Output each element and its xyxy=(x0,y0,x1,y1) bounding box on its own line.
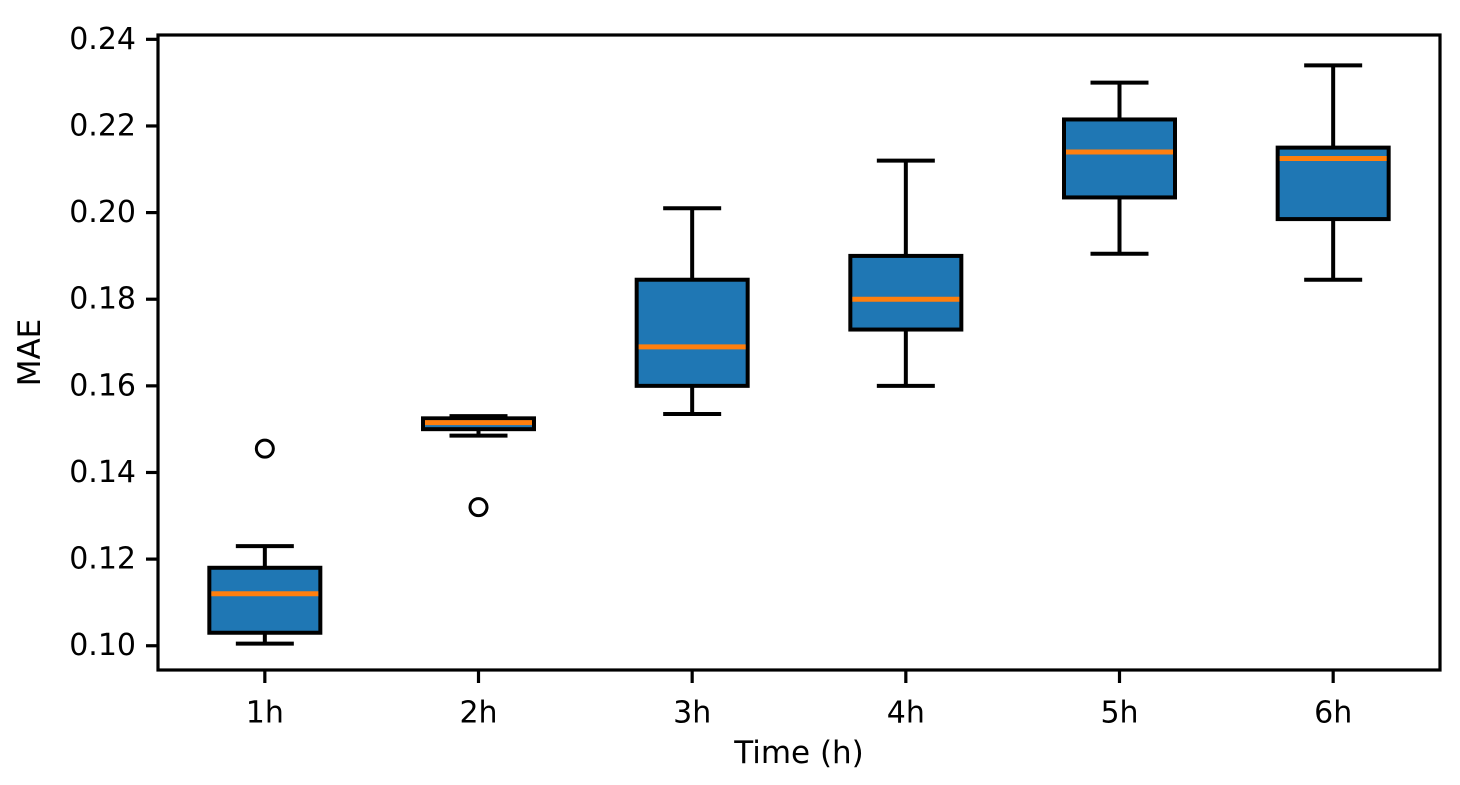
y-tick-label: 0.22 xyxy=(69,108,136,143)
iqr-box xyxy=(207,565,323,635)
y-tick-label: 0.20 xyxy=(69,195,136,230)
x-tick-label-1h: 1h xyxy=(246,696,284,731)
box-1h xyxy=(207,438,323,646)
box-2h xyxy=(421,414,536,518)
y-tick-label: 0.16 xyxy=(69,368,136,403)
y-tick-label: 0.24 xyxy=(69,22,136,57)
iqr-box xyxy=(848,253,964,332)
x-axis-title: Time (h) xyxy=(733,735,864,771)
axes-spines xyxy=(156,33,1442,672)
x-tick-label-6h: 6h xyxy=(1314,696,1352,731)
box-5h xyxy=(1062,80,1177,256)
y-tick-label: 0.10 xyxy=(69,628,136,663)
box-3h xyxy=(634,206,750,417)
x-tick-label-4h: 4h xyxy=(887,696,925,731)
x-tick-label-5h: 5h xyxy=(1100,696,1138,731)
box-4h xyxy=(848,158,964,388)
outlier-marker xyxy=(468,497,489,518)
y-tick-label: 0.18 xyxy=(69,282,136,317)
x-tick-label-3h: 3h xyxy=(673,696,711,731)
iqr-box xyxy=(1062,117,1177,200)
x-tick-label-2h: 2h xyxy=(459,696,497,731)
box-6h xyxy=(1275,63,1391,282)
outlier-marker xyxy=(254,438,275,459)
y-axis-title: MAE xyxy=(12,319,48,387)
y-tick-label: 0.12 xyxy=(69,542,136,577)
axes-background xyxy=(158,35,1440,670)
iqr-box xyxy=(634,277,750,388)
y-tick-label: 0.14 xyxy=(69,455,136,490)
